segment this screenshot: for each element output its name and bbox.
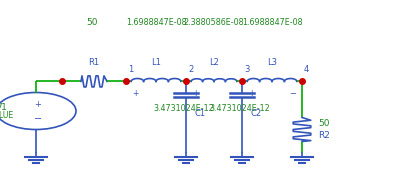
- Text: +: +: [192, 89, 198, 98]
- Text: L1: L1: [151, 58, 161, 67]
- Text: 50: 50: [318, 120, 330, 128]
- Text: L3: L3: [267, 58, 277, 67]
- Text: −: −: [173, 89, 180, 98]
- Text: 1.6988847E-08: 1.6988847E-08: [242, 18, 302, 27]
- Text: 50: 50: [86, 18, 98, 27]
- Text: +: +: [34, 100, 42, 109]
- Text: C2: C2: [250, 109, 262, 118]
- Text: +: +: [248, 89, 254, 98]
- Text: V1: V1: [0, 103, 8, 112]
- Text: −: −: [289, 89, 296, 98]
- Text: R2: R2: [318, 131, 330, 139]
- Text: 2.3880586E-08: 2.3880586E-08: [184, 18, 244, 27]
- Text: 1.6988847E-08: 1.6988847E-08: [126, 18, 186, 27]
- Text: VALUE: VALUE: [0, 111, 14, 120]
- Text: −: −: [34, 114, 42, 124]
- Text: −: −: [229, 89, 236, 98]
- Text: L2: L2: [209, 58, 219, 67]
- Text: R1: R1: [88, 58, 100, 67]
- Text: 3: 3: [244, 65, 249, 74]
- Text: +: +: [132, 89, 138, 98]
- Text: C1: C1: [194, 109, 206, 118]
- Text: 2: 2: [188, 65, 193, 74]
- Text: 1: 1: [128, 65, 133, 74]
- Text: 3.4731024E-12: 3.4731024E-12: [210, 104, 270, 113]
- Text: 4: 4: [304, 65, 309, 74]
- Text: 3.4731024E-12: 3.4731024E-12: [154, 104, 214, 113]
